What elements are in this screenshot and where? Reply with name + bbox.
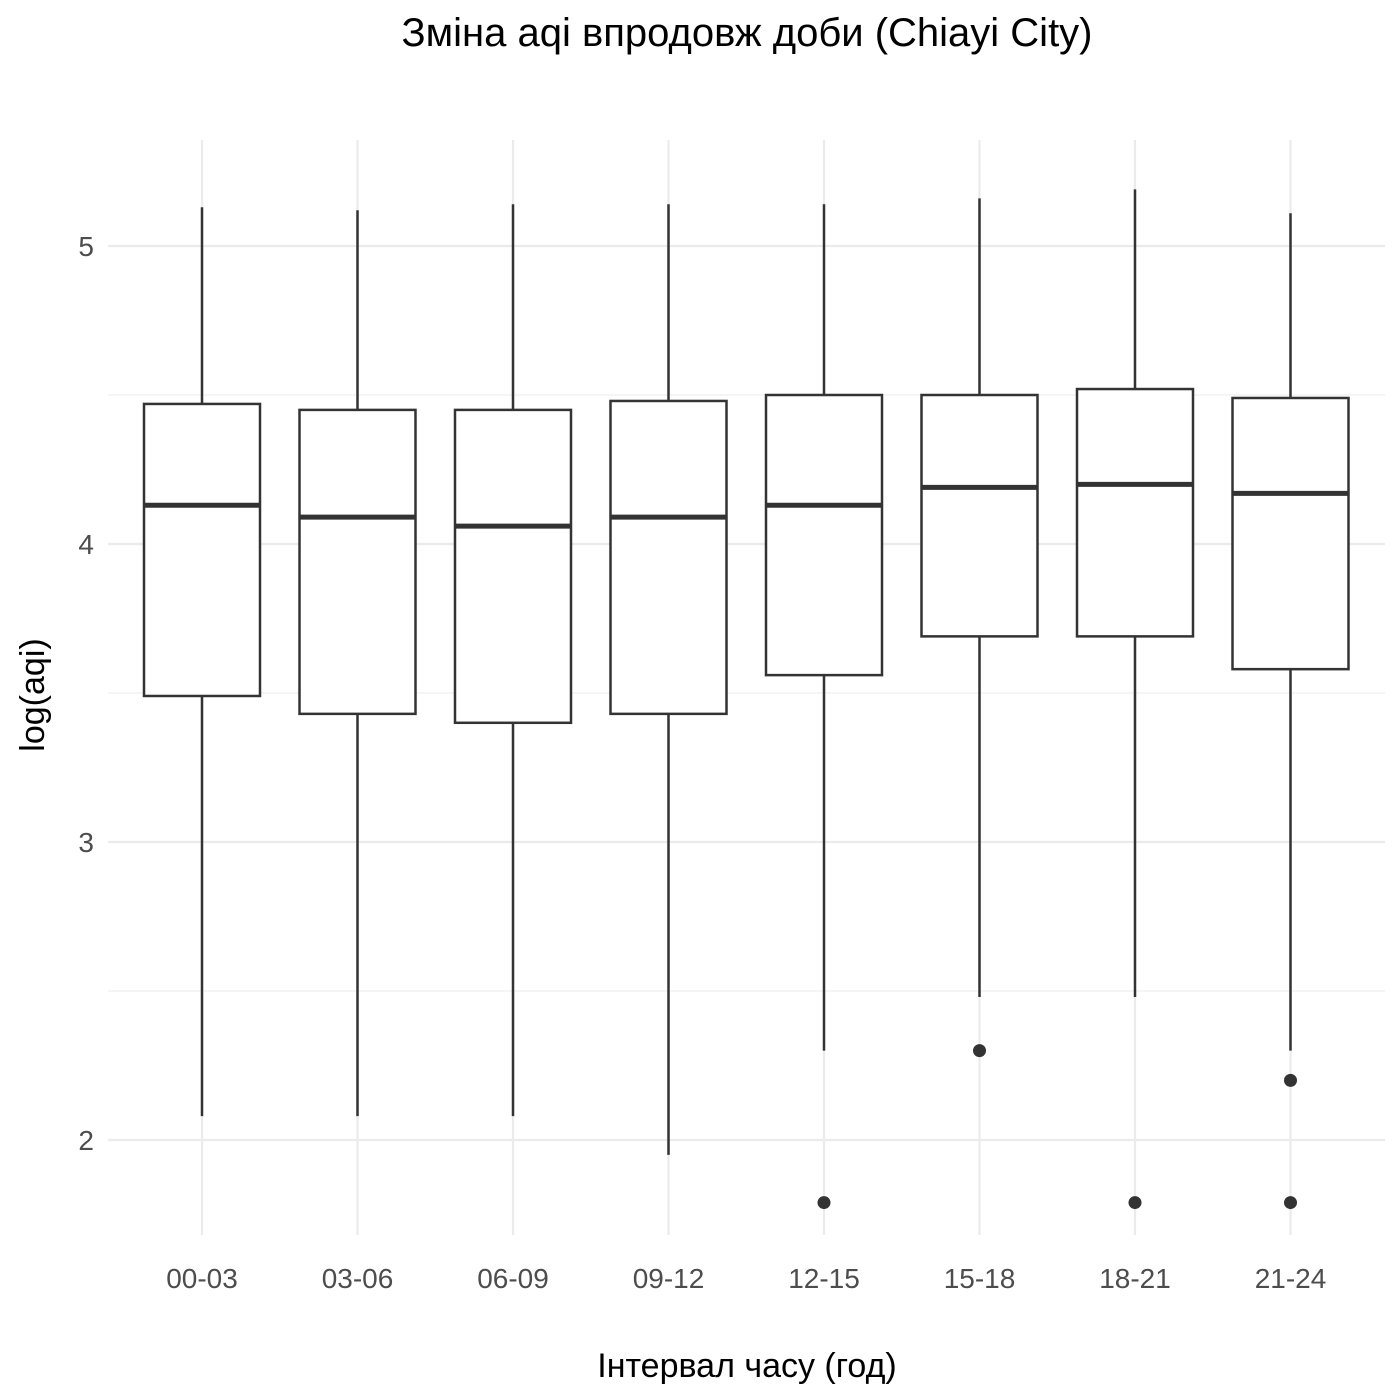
x-tick-label: 09-12 xyxy=(633,1263,705,1294)
x-tick-label: 12-15 xyxy=(788,1263,860,1294)
y-axis-title: log(aqi) xyxy=(14,638,52,751)
x-tick-label: 18-21 xyxy=(1099,1263,1171,1294)
box-15-18 xyxy=(920,198,1039,1058)
y-tick-label: 4 xyxy=(78,529,94,560)
iqr-box xyxy=(453,408,573,725)
x-tick-label: 21-24 xyxy=(1255,1263,1327,1294)
outlier-point xyxy=(1284,1073,1297,1087)
box-layer xyxy=(142,189,1350,1210)
x-tick-label: 00-03 xyxy=(166,1263,238,1294)
y-tick-label: 2 xyxy=(78,1125,94,1156)
iqr-box xyxy=(1231,396,1350,671)
iqr-box xyxy=(764,393,884,677)
box-09-12 xyxy=(609,204,728,1155)
box-18-21 xyxy=(1075,189,1195,1210)
chart-title: Зміна aqi впродовж доби (Chiayi City) xyxy=(401,11,1092,55)
x-tick-label: 03-06 xyxy=(322,1263,394,1294)
box-00-03 xyxy=(142,207,262,1117)
x-tick-label: 06-09 xyxy=(477,1263,549,1294)
box-06-09 xyxy=(453,204,573,1117)
y-tick-label: 3 xyxy=(78,827,94,858)
outlier-point xyxy=(1128,1196,1142,1210)
x-tick-label: 15-18 xyxy=(944,1263,1016,1294)
box-21-24 xyxy=(1231,213,1350,1210)
outlier-point xyxy=(817,1196,831,1210)
box-03-06 xyxy=(298,210,417,1117)
tick-layer: 2 3 4 5 00-03 03-06 06-09 09-12 12-15 15-18 18-21 2… xyxy=(78,231,1326,1294)
x-axis-title: Інтервал часу (год) xyxy=(597,1347,896,1385)
iqr-box xyxy=(609,399,728,716)
box-12-15 xyxy=(764,204,884,1210)
y-tick-label: 5 xyxy=(78,231,94,262)
iqr-box xyxy=(142,402,262,698)
iqr-box xyxy=(920,393,1039,638)
iqr-box xyxy=(298,408,417,716)
iqr-box xyxy=(1075,387,1195,638)
outlier-point xyxy=(973,1044,986,1058)
outlier-point xyxy=(1284,1196,1297,1210)
